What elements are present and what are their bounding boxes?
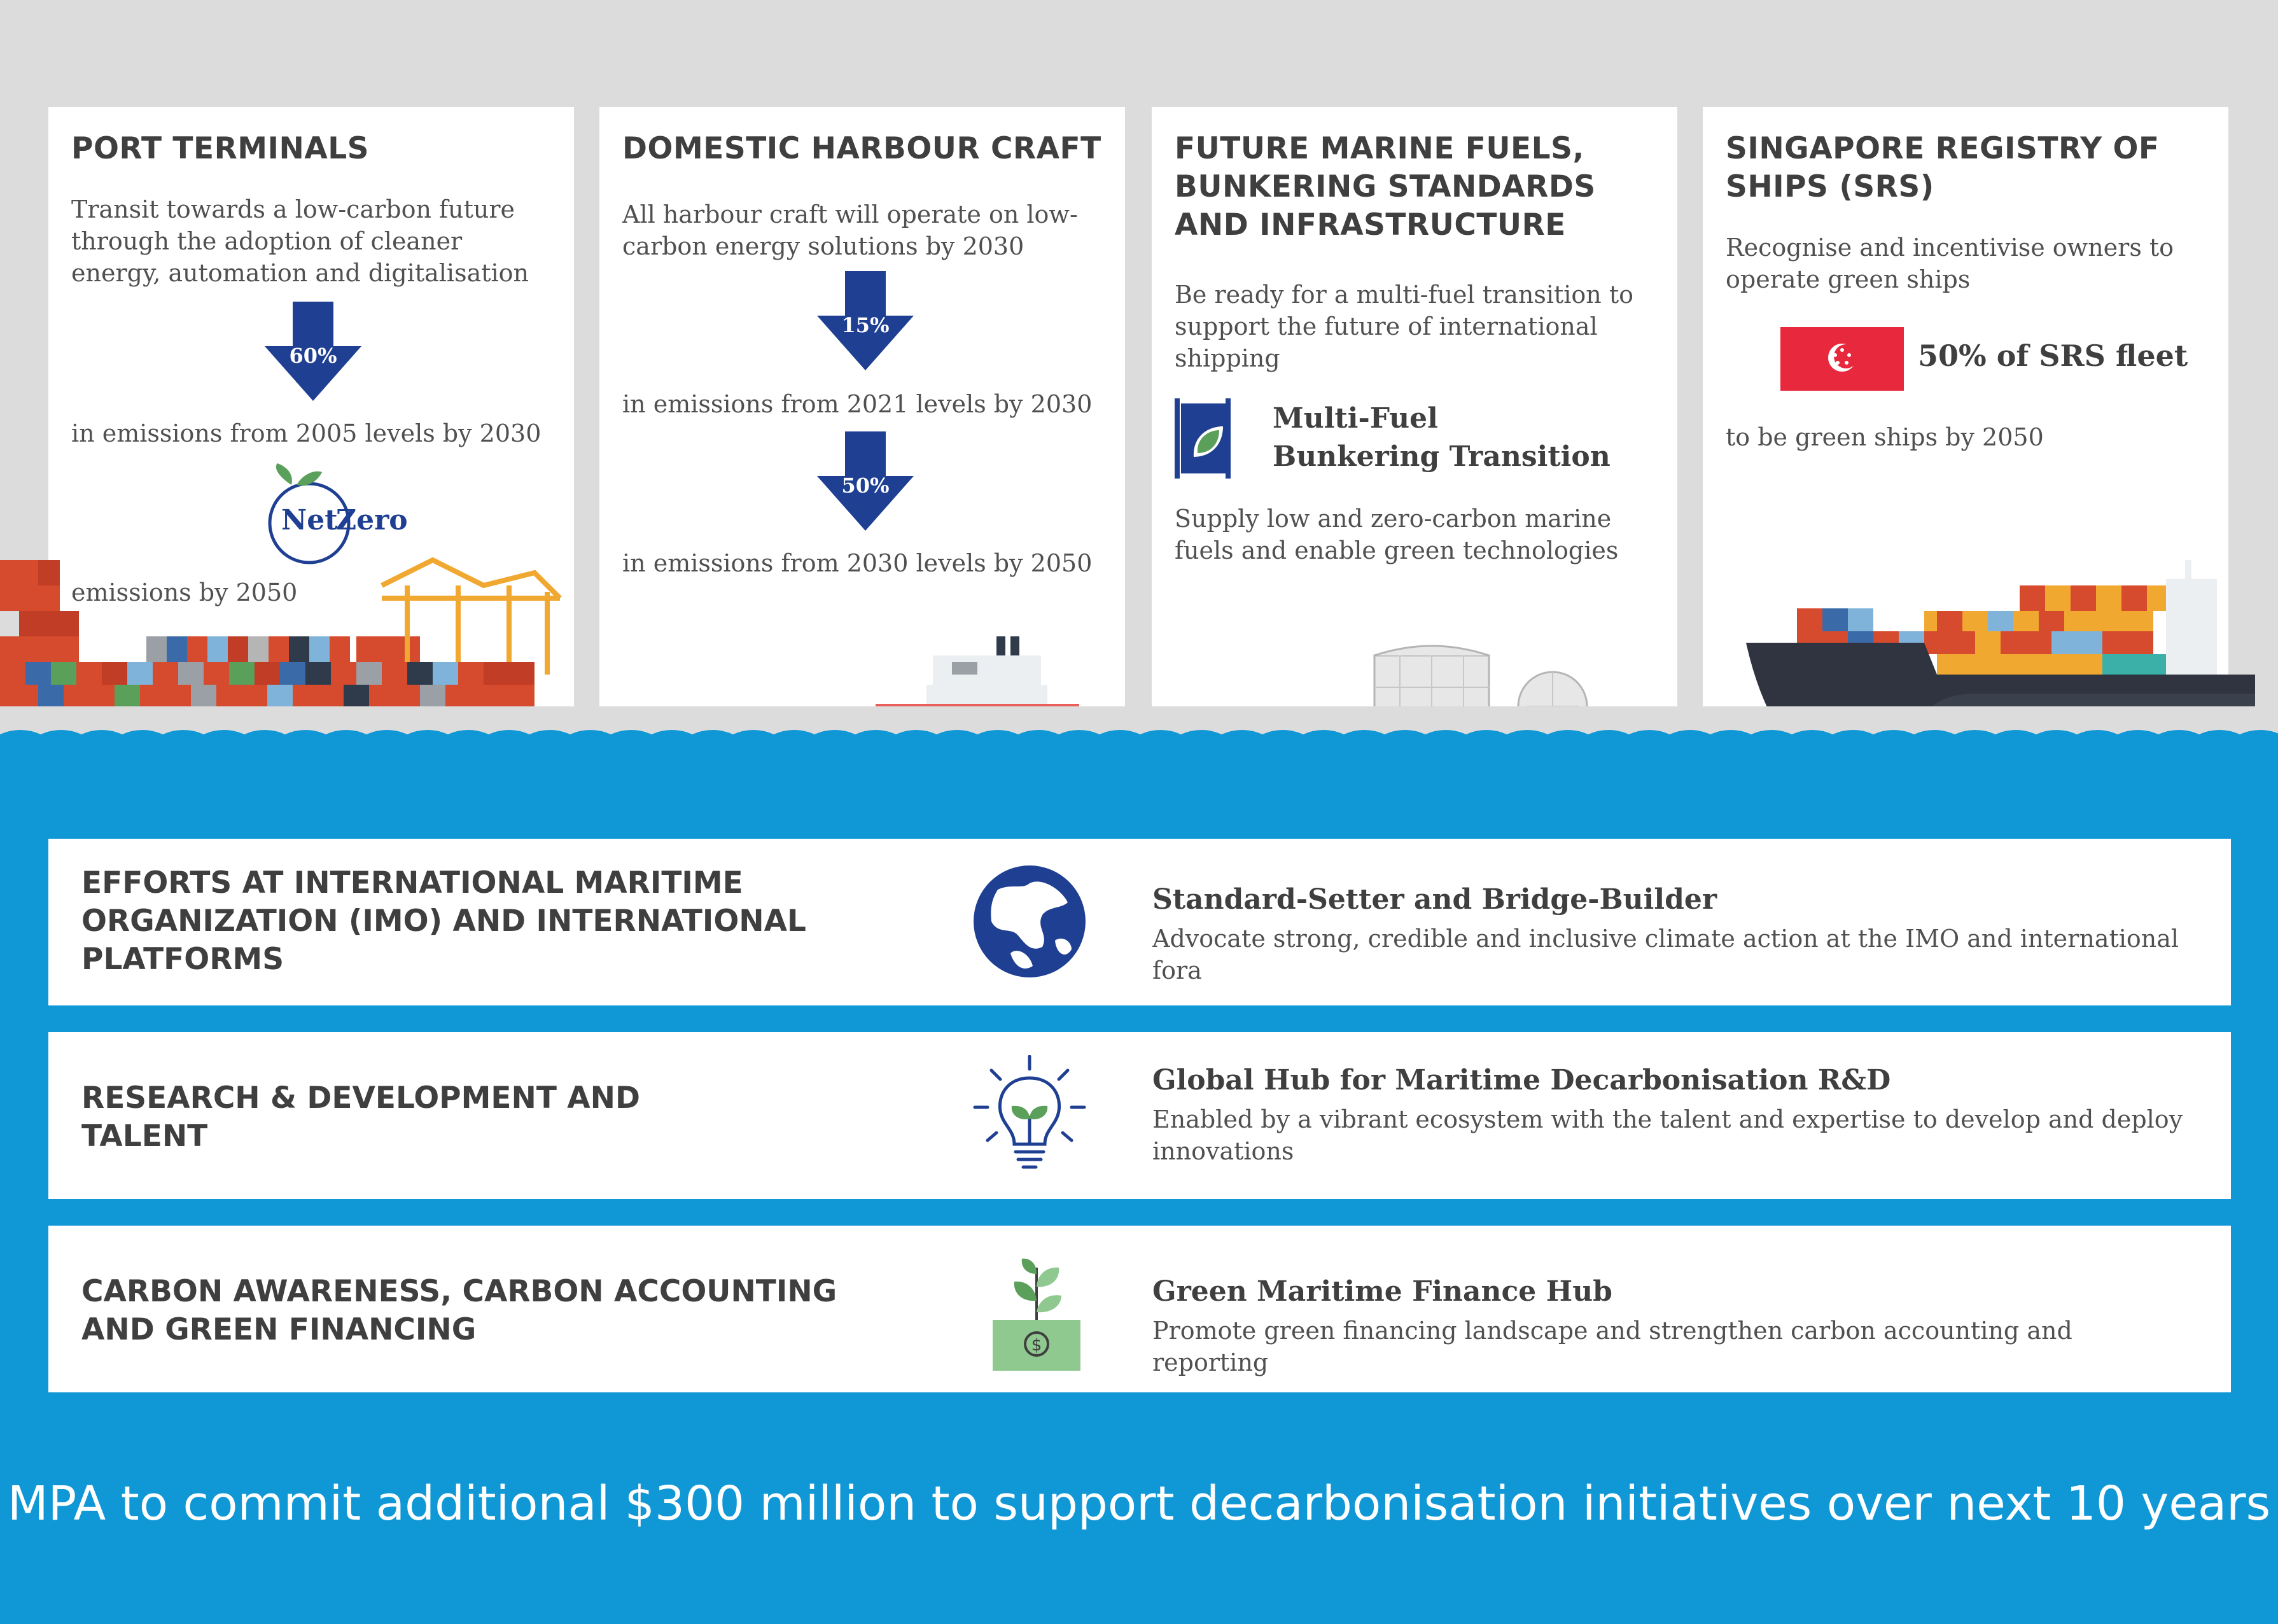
row-description: Promote green financing landscape and st…: [1152, 1317, 2072, 1376]
svg-text:$: $: [1031, 1336, 1042, 1355]
card-description: All harbour craft will operate on low-ca…: [622, 200, 1078, 260]
card-marine-fuels: FUTURE MARINE FUELS, BUNKERING STANDARDS…: [1152, 107, 1677, 718]
badge-line-1: Multi-Fuel: [1273, 402, 1438, 435]
card-title: PORT TERMINALS: [71, 131, 370, 166]
card-title: FUTURE MARINE FUELS, BUNKERING STANDARDS…: [1175, 131, 1596, 242]
net-zero-caption: emissions by 2050: [71, 578, 298, 606]
fleet-text: 50% of SRS fleet: [1918, 339, 2188, 373]
reduction-arrow-2: 50%: [817, 431, 914, 531]
lightbulb-plant-icon: [973, 1055, 1086, 1169]
reduction-caption-2: in emissions from 2030 levels by 2050: [622, 549, 1093, 577]
reduction-value: 60%: [289, 344, 337, 368]
reduction-caption-1: in emissions from 2021 levels by 2030: [622, 390, 1093, 418]
wave-line: [0, 706, 2278, 745]
multi-fuel-badge: Multi-Fuel Bunkering Transition: [1175, 398, 1658, 481]
reduction-value: 50%: [841, 473, 890, 498]
row-description: Enabled by a vibrant ecosystem with the …: [1152, 1105, 2183, 1165]
globe-icon: [974, 865, 1086, 977]
row-green-financing: CARBON AWARENESS, CARBON ACCOUNTING AND …: [48, 1226, 2231, 1392]
fuel-tank-leaf-icon: [1175, 398, 1231, 479]
card-description: Be ready for a multi-fuel transition to …: [1175, 281, 1633, 372]
money-plant-icon: $: [993, 1258, 1080, 1371]
row-research-development: RESEARCH & DEVELOPMENT AND TALENT Global…: [48, 1032, 2231, 1199]
arrow-down-icon: [817, 271, 914, 370]
singapore-flag: [1780, 327, 1904, 391]
logo-text-zero: Zero: [336, 504, 408, 536]
card-title: DOMESTIC HARBOUR CRAFT: [622, 131, 1101, 166]
row-title: Green Maritime Finance Hub: [1152, 1275, 1612, 1308]
arrow-down-icon: [265, 302, 361, 401]
funding-commitment-statement: MPA to commit additional $300 million to…: [7, 1476, 2271, 1531]
row-heading: RESEARCH & DEVELOPMENT AND TALENT: [81, 1081, 640, 1154]
row-heading: EFFORTS AT INTERNATIONAL MARITIME ORGANI…: [81, 865, 806, 977]
row-title: Global Hub for Maritime Decarbonisation …: [1152, 1064, 1891, 1096]
card-footer-text: Supply low and zero-carbon marine fuels …: [1175, 505, 1619, 564]
flag-caption: to be green ships by 2050: [1726, 423, 2044, 451]
badge-line-2: Bunkering Transition: [1273, 440, 1611, 473]
logo-text-net: Net: [281, 504, 338, 536]
card-description: Recognise and incentivise owners to oper…: [1726, 234, 2174, 293]
port-containers-illustration: [0, 557, 562, 710]
card-title: SINGAPORE REGISTRY OF SHIPS (SRS): [1726, 131, 2160, 204]
reduction-arrow: 60%: [265, 302, 361, 401]
card-harbour-craft: DOMESTIC HARBOUR CRAFT All harbour craft…: [599, 107, 1125, 718]
arrow-down-icon: [817, 431, 914, 531]
card-description: Transit towards a low-carbon future thro…: [71, 195, 529, 287]
net-zero-logo: Net Zero: [233, 463, 449, 565]
card-port-terminals: PORT TERMINALS Transit towards a low-car…: [48, 107, 574, 718]
row-title: Standard-Setter and Bridge-Builder: [1152, 883, 1717, 916]
row-imo-efforts: EFFORTS AT INTERNATIONAL MARITIME ORGANI…: [48, 839, 2231, 1005]
row-heading: CARBON AWARENESS, CARBON ACCOUNTING AND …: [81, 1274, 837, 1347]
reduction-caption: in emissions from 2005 levels by 2030: [71, 419, 542, 447]
reduction-value: 15%: [841, 313, 890, 337]
row-description: Advocate strong, credible and inclusive …: [1152, 925, 2179, 984]
reduction-arrow-1: 15%: [817, 271, 914, 370]
singapore-flag-icon: [1780, 327, 1904, 391]
net-zero-icon: [268, 463, 449, 564]
